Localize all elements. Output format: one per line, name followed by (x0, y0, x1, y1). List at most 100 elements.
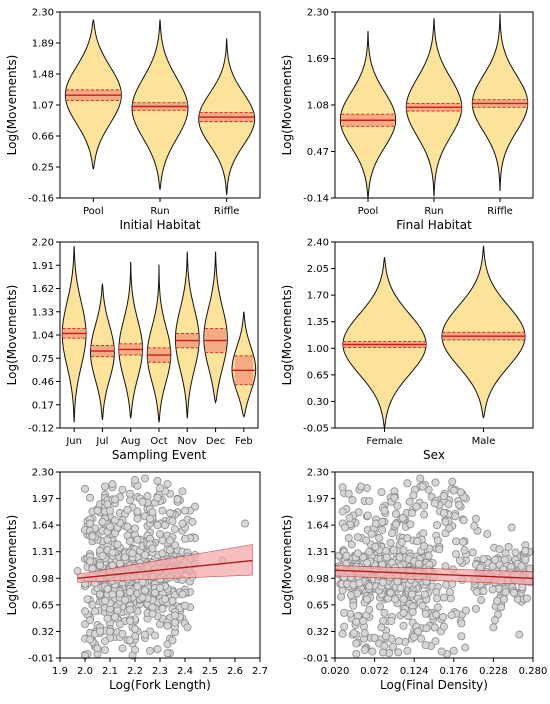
y-tick-label: 2.40 (307, 238, 329, 249)
data-point (394, 637, 403, 646)
data-point (439, 622, 448, 631)
y-tick-label: 1.89 (32, 39, 54, 50)
y-tick-label: 2.05 (307, 264, 329, 275)
violin-body (203, 251, 228, 405)
violin-riffle (471, 13, 529, 192)
data-point (470, 521, 479, 530)
data-point (420, 542, 429, 551)
data-point (188, 517, 197, 526)
data-point (116, 589, 125, 598)
data-point (96, 627, 105, 636)
x-tick-label: Aug (121, 436, 141, 447)
data-point (500, 555, 509, 564)
data-point (133, 507, 142, 516)
data-point (353, 533, 362, 542)
y-tick-label: 0.66 (32, 132, 54, 143)
data-point (353, 549, 362, 558)
data-point (86, 493, 95, 502)
data-point (501, 587, 510, 596)
data-point (433, 536, 442, 545)
data-point (178, 487, 187, 496)
data-point (148, 508, 157, 517)
y-tick-label: 0.32 (32, 627, 54, 638)
x-tick-label: Riffle (487, 206, 513, 217)
data-point (123, 505, 132, 514)
data-point (103, 584, 112, 593)
y-tick-label: 0.98 (307, 574, 329, 585)
data-point (497, 603, 506, 612)
data-point (398, 538, 407, 547)
data-point (338, 483, 347, 492)
data-point (504, 542, 513, 551)
x-tick-label: 2.4 (177, 666, 193, 677)
data-point (340, 608, 349, 617)
x-tick-label: Run (424, 206, 443, 217)
data-point (170, 611, 179, 620)
data-point (389, 546, 398, 555)
data-point (360, 645, 369, 654)
data-point (452, 537, 461, 546)
data-point (140, 586, 149, 595)
data-point (433, 594, 442, 603)
data-point (449, 486, 458, 495)
x-tick-label: 0.124 (400, 666, 429, 677)
data-point (81, 484, 90, 493)
y-axis-label: Log(Movements) (5, 55, 19, 156)
data-point (130, 476, 139, 485)
data-point (399, 621, 408, 630)
data-point (433, 603, 442, 612)
x-axis-label: Log(Fork Length) (109, 678, 211, 692)
data-point (437, 647, 446, 656)
data-point (395, 553, 404, 562)
data-point (363, 511, 372, 520)
violin-run (405, 18, 463, 197)
data-point (130, 625, 139, 634)
data-point (359, 553, 368, 562)
data-point (439, 612, 448, 621)
data-point (111, 495, 120, 504)
x-tick-label: 2.3 (152, 666, 168, 677)
data-point (183, 623, 192, 632)
y-tick-label: 1.07 (32, 101, 54, 112)
data-point (418, 601, 427, 610)
data-point (153, 476, 162, 485)
data-point (375, 534, 384, 543)
x-axis-label: Final Habitat (396, 218, 472, 232)
y-axis-label: Log(Movements) (280, 285, 294, 386)
data-point (168, 596, 177, 605)
x-tick-label: Jul (95, 436, 108, 447)
data-point (337, 592, 346, 601)
data-point (360, 629, 369, 638)
y-tick-label: 0.65 (307, 600, 329, 611)
data-point (403, 534, 412, 543)
data-point (412, 502, 421, 511)
data-point (346, 591, 355, 600)
x-axis-label: Initial Habitat (119, 218, 200, 232)
violin-pool (64, 19, 122, 170)
data-point (451, 512, 460, 521)
x-tick-label: Run (150, 206, 169, 217)
violin-oct (146, 264, 172, 423)
data-point (163, 621, 172, 630)
data-point (118, 485, 127, 494)
data-point (180, 506, 189, 515)
violin-jun (61, 245, 87, 423)
x-tick-label: Jun (65, 436, 82, 447)
data-point (155, 583, 164, 592)
data-point (340, 622, 349, 631)
data-point (83, 595, 92, 604)
x-tick-label: 2.7 (252, 666, 268, 677)
violin-feb (231, 311, 257, 419)
y-tick-label: 0.25 (32, 163, 54, 174)
plot-frame (334, 471, 534, 659)
data-point (138, 497, 147, 506)
data-point (477, 596, 486, 605)
panel-final-habitat: Pool Run Riffle -0.14 0.47 1.08 1.69 2.30 Log(Mo… (280, 8, 534, 232)
data-point (130, 524, 139, 533)
violin-female (342, 257, 427, 429)
data-point (118, 629, 127, 638)
y-axis-label: Log(Movements) (5, 515, 19, 616)
fit-confidence-band (77, 544, 253, 583)
data-point (391, 595, 400, 604)
